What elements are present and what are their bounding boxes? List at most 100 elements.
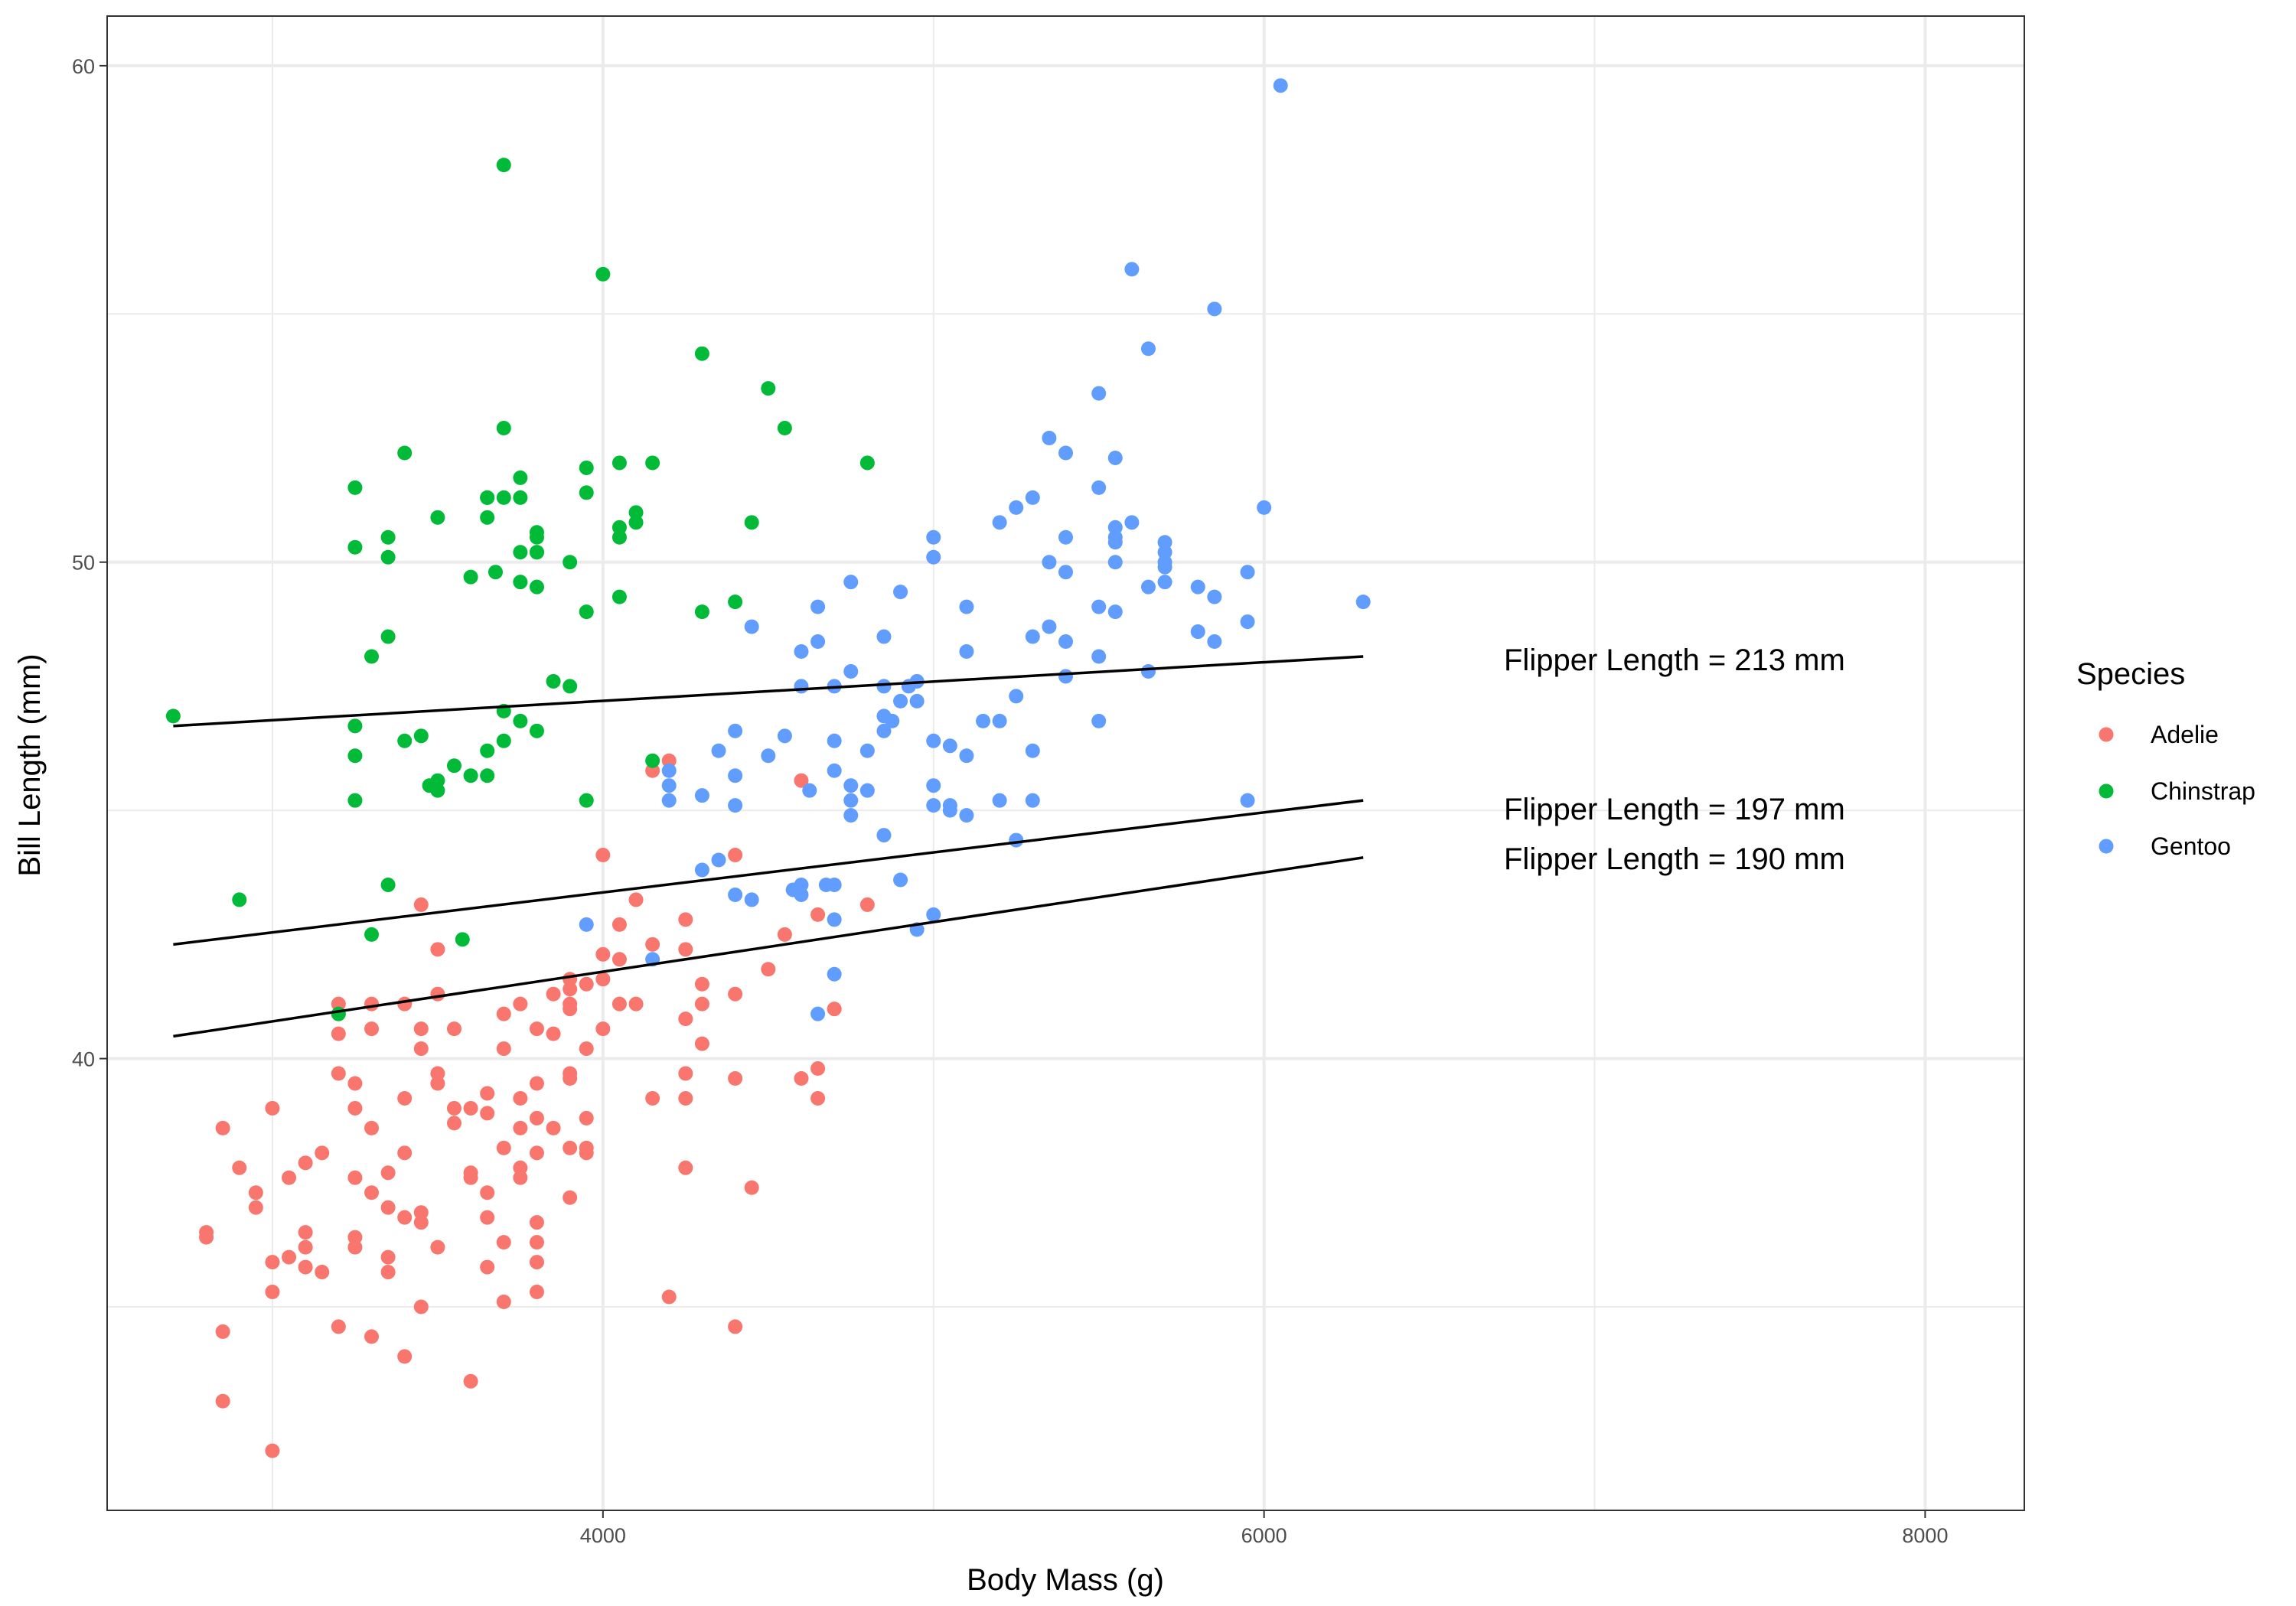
point-gentoo bbox=[1140, 579, 1156, 595]
point-gentoo bbox=[1273, 78, 1288, 93]
point-adelie bbox=[496, 1041, 511, 1057]
point-chinstrap bbox=[513, 713, 528, 728]
point-gentoo bbox=[876, 679, 892, 694]
point-chinstrap bbox=[397, 733, 413, 748]
point-adelie bbox=[513, 996, 528, 1011]
point-adelie bbox=[661, 1289, 677, 1305]
point-chinstrap bbox=[364, 649, 380, 664]
point-gentoo bbox=[1091, 649, 1107, 664]
point-adelie bbox=[430, 1066, 445, 1081]
point-chinstrap bbox=[529, 525, 544, 540]
point-chinstrap bbox=[331, 1006, 346, 1021]
point-adelie bbox=[364, 1021, 380, 1037]
point-chinstrap bbox=[430, 783, 445, 798]
point-gentoo bbox=[901, 679, 916, 694]
legend-items: Adelie Chinstrap Gentoo bbox=[2099, 721, 2255, 860]
point-chinstrap bbox=[761, 381, 776, 396]
point-adelie bbox=[282, 1249, 297, 1265]
point-adelie bbox=[463, 1165, 478, 1181]
point-chinstrap bbox=[380, 549, 396, 565]
point-chinstrap bbox=[694, 604, 709, 620]
point-adelie bbox=[380, 1249, 396, 1265]
point-adelie bbox=[364, 1185, 380, 1200]
point-adelie bbox=[563, 1066, 578, 1081]
point-adelie bbox=[298, 1225, 313, 1240]
point-gentoo bbox=[992, 793, 1007, 808]
point-chinstrap bbox=[480, 510, 495, 525]
point-adelie bbox=[529, 1285, 544, 1300]
point-adelie bbox=[859, 897, 875, 912]
point-gentoo bbox=[1042, 619, 1057, 634]
point-adelie bbox=[199, 1225, 214, 1240]
point-gentoo bbox=[1009, 500, 1024, 515]
point-gentoo bbox=[579, 917, 594, 932]
point-chinstrap bbox=[380, 877, 396, 892]
point-chinstrap bbox=[380, 529, 396, 545]
point-adelie bbox=[628, 892, 644, 907]
point-chinstrap bbox=[744, 515, 759, 530]
point-gentoo bbox=[694, 862, 709, 878]
point-adelie bbox=[364, 1120, 380, 1135]
point-adelie bbox=[579, 976, 594, 992]
point-adelie bbox=[678, 1160, 693, 1175]
point-chinstrap bbox=[488, 565, 503, 580]
point-adelie bbox=[331, 1319, 346, 1334]
point-chinstrap bbox=[563, 679, 578, 694]
point-adelie bbox=[446, 1021, 461, 1037]
point-adelie bbox=[794, 773, 809, 788]
point-adelie bbox=[694, 1036, 709, 1051]
point-gentoo bbox=[976, 713, 991, 728]
x-axis-title: Body Mass (g) bbox=[967, 1563, 1164, 1597]
point-adelie bbox=[480, 1210, 495, 1225]
point-chinstrap bbox=[777, 421, 792, 436]
point-adelie bbox=[513, 1160, 528, 1175]
point-gentoo bbox=[1009, 832, 1024, 848]
line-annotation-1: Flipper Length = 213 mm bbox=[1504, 643, 1845, 677]
point-adelie bbox=[215, 1324, 230, 1339]
point-gentoo bbox=[827, 912, 842, 927]
point-gentoo bbox=[876, 828, 892, 843]
point-adelie bbox=[480, 1106, 495, 1121]
line-annotation-3: Flipper Length = 190 mm bbox=[1504, 842, 1845, 876]
point-gentoo bbox=[926, 798, 941, 813]
series-gentoo bbox=[579, 78, 1371, 1021]
y-axis: 40 50 60 bbox=[72, 55, 107, 1071]
point-adelie bbox=[645, 1090, 660, 1106]
point-adelie bbox=[347, 1100, 363, 1116]
point-gentoo bbox=[959, 808, 974, 823]
point-gentoo bbox=[1058, 565, 1073, 580]
point-adelie bbox=[496, 1006, 511, 1021]
point-gentoo bbox=[876, 629, 892, 644]
point-adelie bbox=[728, 848, 743, 863]
point-adelie bbox=[232, 1160, 247, 1175]
point-adelie bbox=[529, 1255, 544, 1270]
point-gentoo bbox=[1107, 604, 1123, 620]
point-adelie bbox=[546, 986, 561, 1002]
point-adelie bbox=[248, 1185, 263, 1200]
point-chinstrap bbox=[513, 470, 528, 485]
point-adelie bbox=[413, 1299, 429, 1314]
point-chinstrap bbox=[397, 445, 413, 461]
point-chinstrap bbox=[694, 346, 709, 361]
point-adelie bbox=[298, 1155, 313, 1171]
point-adelie bbox=[678, 942, 693, 957]
point-adelie bbox=[496, 1140, 511, 1155]
point-gentoo bbox=[1058, 529, 1073, 545]
point-chinstrap bbox=[413, 728, 429, 744]
point-adelie bbox=[628, 996, 644, 1011]
point-gentoo bbox=[827, 763, 842, 778]
point-gentoo bbox=[827, 966, 842, 982]
grid-minor bbox=[107, 16, 2024, 1510]
point-adelie bbox=[430, 1240, 445, 1255]
point-adelie bbox=[529, 1021, 544, 1037]
x-axis: 4000 6000 8000 bbox=[580, 1510, 1948, 1547]
point-chinstrap bbox=[513, 575, 528, 590]
y-tick-label: 40 bbox=[72, 1048, 95, 1071]
point-gentoo bbox=[1025, 490, 1040, 505]
lines-layer bbox=[173, 655, 1364, 1038]
legend-key-chinstrap bbox=[2099, 783, 2114, 799]
point-gentoo bbox=[1107, 535, 1123, 550]
point-gentoo bbox=[859, 743, 875, 758]
point-adelie bbox=[827, 1002, 842, 1017]
point-adelie bbox=[265, 1443, 280, 1458]
